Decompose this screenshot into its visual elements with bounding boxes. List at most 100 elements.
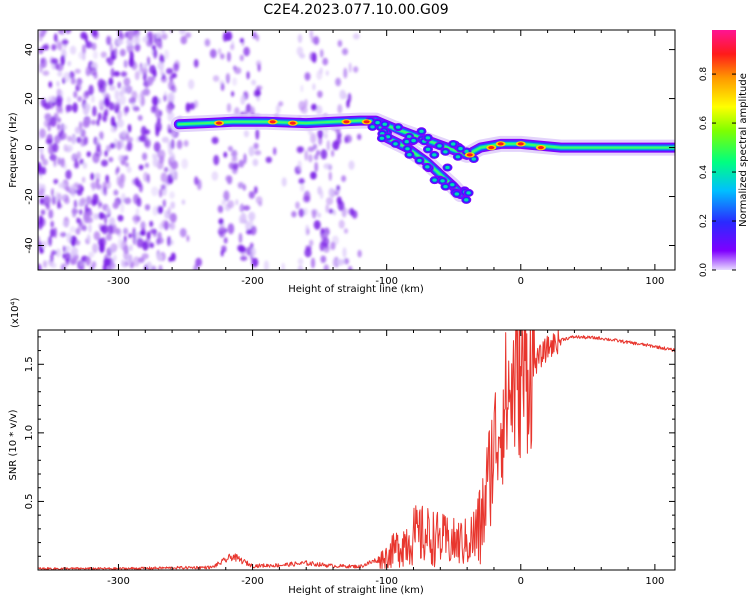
noise-blob [108, 156, 114, 163]
noise-blob [104, 180, 112, 190]
noise-blob [181, 199, 186, 205]
noise-blob [258, 201, 263, 207]
noise-blob [220, 245, 227, 251]
noise-blob [64, 197, 70, 205]
noise-blob [169, 222, 176, 230]
colorbar-tick-label: 0.4 [699, 165, 709, 180]
noise-blob [350, 207, 354, 217]
trace-blob-core [443, 185, 448, 189]
hot-spots [214, 119, 546, 158]
noise-blob [42, 70, 50, 76]
noise-blob [151, 44, 156, 51]
noise-blob [60, 30, 65, 36]
noise-blob [57, 130, 63, 138]
trace-blob-core [370, 125, 375, 129]
noise-blob [152, 69, 157, 78]
noise-blob [92, 31, 99, 40]
noise-blob [240, 95, 246, 105]
noise-blob [312, 83, 316, 91]
noise-blob [319, 49, 324, 58]
noise-blob [107, 56, 114, 66]
noise-blob [94, 172, 101, 179]
noise-blob [48, 235, 52, 247]
noise-blob [146, 56, 151, 66]
noise-blob [357, 133, 362, 140]
noise-blob [226, 51, 231, 62]
noise-blob [109, 142, 116, 149]
noise-blob [304, 150, 309, 161]
noise-blob [322, 237, 330, 247]
noise-blob [51, 44, 57, 51]
noise-blob [106, 206, 111, 215]
noise-blob [88, 84, 94, 96]
trace-blob-core [451, 142, 456, 146]
noise-blob [54, 135, 61, 144]
noise-blob [102, 116, 106, 122]
trace-blob-core [458, 147, 463, 151]
noise-blob [66, 232, 72, 244]
noise-blob [317, 90, 323, 99]
noise-blob [169, 151, 175, 162]
trace-blob-core [443, 150, 448, 154]
spectrogram-y-label: Frequency (Hz) [8, 112, 19, 188]
noise-blob [138, 164, 144, 171]
noise-blob [102, 263, 108, 270]
noise-blob [70, 191, 76, 198]
noise-blob [265, 156, 272, 163]
trace-blob-core [440, 179, 445, 183]
noise-blob [57, 71, 63, 77]
noise-blob [142, 240, 149, 251]
noise-blob [123, 197, 132, 205]
noise-blob [126, 254, 132, 266]
y-tick-label: -40 [24, 237, 35, 253]
noise-blob [122, 227, 129, 235]
noise-blob [47, 122, 51, 132]
noise-blob [38, 164, 42, 175]
noise-blob [193, 100, 199, 109]
noise-blob [160, 184, 166, 191]
trace-blob-core [432, 153, 437, 157]
noise-blob [108, 77, 114, 86]
noise-blob [63, 144, 68, 152]
noise-blob [100, 237, 107, 247]
noise-blob [136, 197, 142, 208]
noise-blob [103, 98, 111, 106]
x-tick-label: -300 [107, 276, 130, 287]
noise-blob [179, 30, 186, 35]
noise-blob [250, 225, 257, 236]
noise-blob [186, 235, 190, 242]
noise-blob [243, 153, 247, 164]
noise-blob [90, 95, 95, 103]
noise-blob [298, 100, 306, 111]
noise-blob [86, 234, 91, 243]
noise-blob [83, 103, 91, 112]
noise-blob [62, 220, 69, 228]
noise-blob [142, 36, 149, 43]
noise-blob [343, 257, 350, 265]
hot-spot [343, 120, 350, 124]
noise-blob [70, 45, 77, 55]
noise-blob [42, 260, 48, 268]
noise-blob [56, 123, 61, 131]
noise-blob [313, 220, 321, 230]
trace-blob-core [437, 144, 442, 148]
noise-blob [185, 102, 191, 113]
noise-blob [232, 77, 238, 86]
noise-blob [96, 119, 100, 126]
noise-blob [311, 209, 317, 219]
noise-blob [120, 202, 125, 214]
noise-blob [239, 203, 245, 213]
noise-blob [344, 134, 352, 143]
noise-blob [357, 249, 362, 258]
noise-blob [132, 234, 136, 246]
noise-blob [88, 223, 92, 233]
noise-blob [231, 165, 238, 175]
trace-blob-core [466, 191, 471, 195]
noise-blob [114, 89, 120, 100]
noise-blob [57, 157, 61, 166]
noise-blob [116, 109, 122, 121]
noise-blob [50, 220, 54, 228]
trace-blob-core [407, 153, 412, 157]
noise-blob [143, 171, 149, 182]
noise-blob [169, 191, 175, 199]
